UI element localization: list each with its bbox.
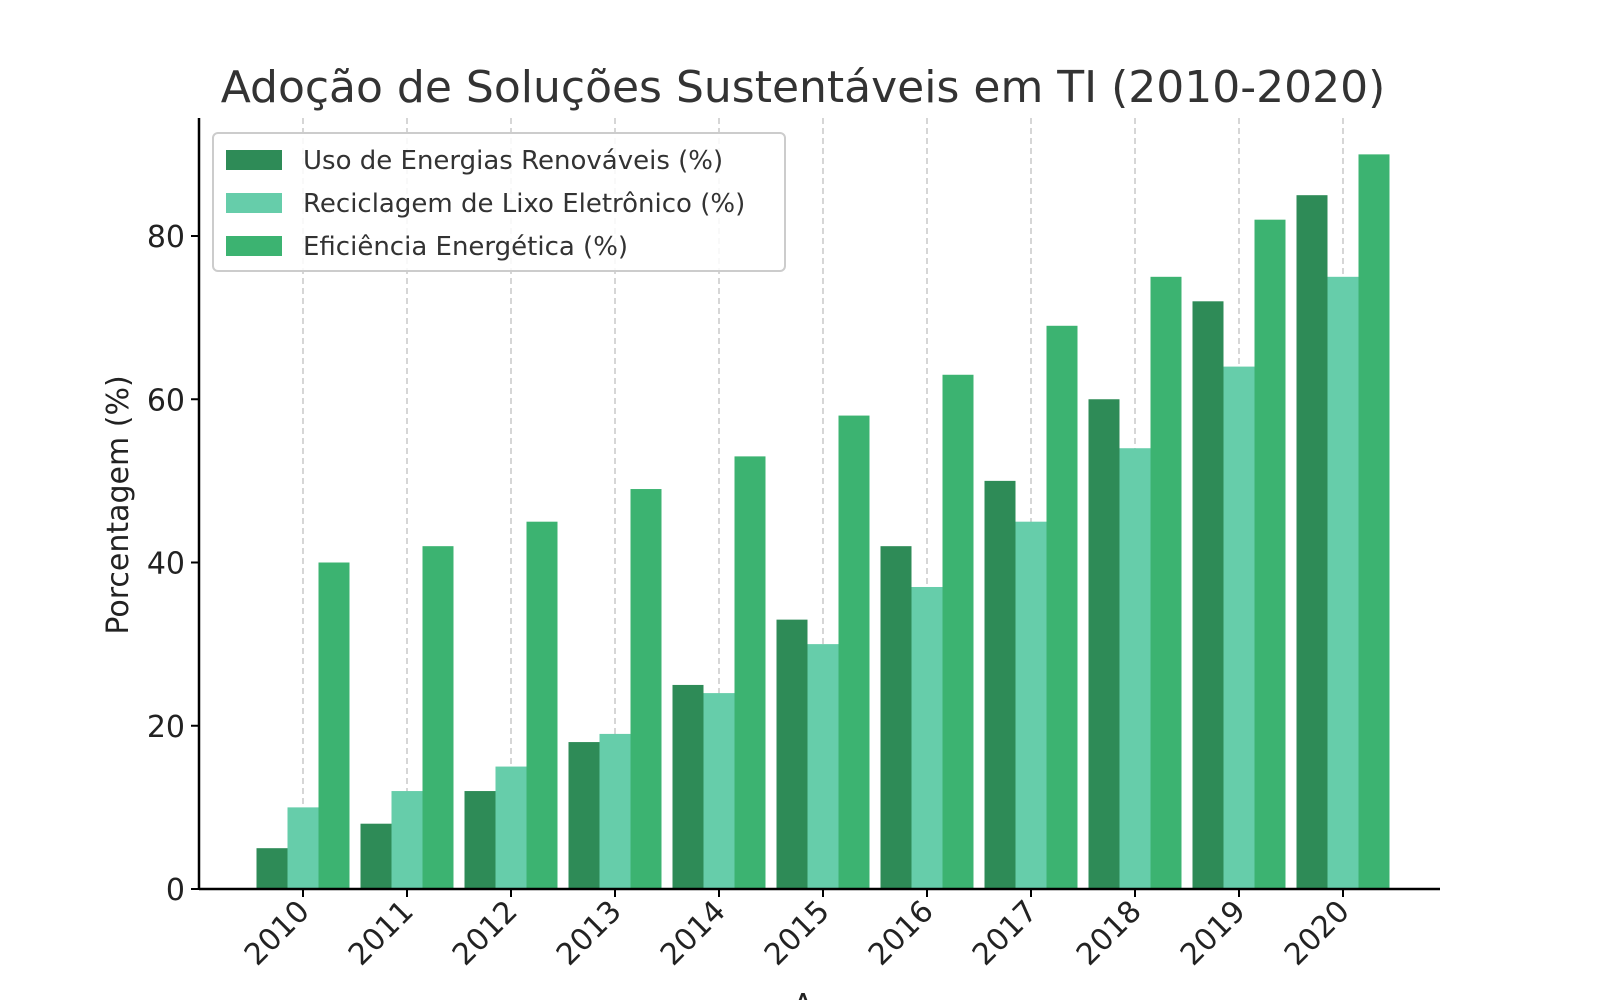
x-tick-label: 2015 (758, 894, 837, 973)
x-tick-label: 2016 (862, 894, 941, 973)
bar-2011-series-2 (391, 791, 423, 889)
bar-2014-series-2 (703, 693, 735, 889)
x-tick-label: 2011 (342, 894, 421, 973)
x-tick-label: 2018 (1070, 894, 1149, 973)
y-tick-label: 80 (147, 220, 185, 255)
legend-label-1: Uso de Energias Renováveis (%) (303, 146, 723, 176)
bar-2014-series-3 (734, 456, 766, 889)
bar-2018-series-3 (1150, 276, 1182, 889)
legend-label-2: Reciclagem de Lixo Eletrônico (%) (303, 189, 745, 219)
bar-2012-series-1 (464, 791, 496, 889)
y-ticks: 0 20 40 60 80 (147, 220, 199, 908)
bar-2011-series-1 (360, 823, 392, 889)
y-tick-label: 40 (147, 547, 185, 582)
bar-2018-series-2 (1119, 448, 1151, 889)
x-axis-label: A (793, 988, 814, 1000)
y-axis-label: Porcentagem (%) (101, 375, 136, 634)
x-ticks: 2010 2011 2012 2013 2014 2015 2016 2017 2018 2019… (238, 889, 1357, 973)
x-tick-label: 2014 (654, 894, 733, 973)
y-tick-label: 60 (147, 383, 185, 418)
legend-swatch-2 (226, 193, 282, 213)
bar-2016-series-1 (880, 546, 912, 889)
legend-label-3: Eficiência Energética (%) (303, 232, 628, 262)
bar-2020-series-2 (1327, 276, 1359, 889)
bar-2015-series-2 (807, 644, 839, 889)
bar-2011-series-3 (422, 546, 454, 889)
bar-2020-series-1 (1296, 195, 1328, 889)
legend: Uso de Energias Renováveis (%) Reciclagem… (212, 132, 786, 272)
x-tick-label: 2010 (238, 894, 317, 973)
bar-2013-series-2 (599, 733, 631, 889)
bar-2019-series-3 (1254, 219, 1286, 890)
bars (256, 154, 1390, 890)
bar-2015-series-1 (776, 619, 808, 889)
x-tick-label: 2020 (1278, 894, 1357, 973)
y-tick-label: 0 (166, 873, 185, 908)
bar-2015-series-3 (838, 415, 870, 889)
bar-2017-series-3 (1046, 325, 1078, 890)
x-tick-label: 2013 (550, 894, 629, 973)
bar-2017-series-1 (984, 480, 1016, 889)
x-tick-label: 2012 (446, 894, 525, 973)
bar-2013-series-3 (630, 489, 662, 889)
bar-2010-series-3 (318, 562, 350, 889)
bar-2019-series-1 (1192, 301, 1224, 889)
legend-box (212, 132, 786, 272)
legend-swatch-3 (226, 236, 282, 256)
y-tick-label: 20 (147, 710, 185, 745)
axes (197, 118, 1440, 891)
bar-2010-series-1 (256, 848, 288, 889)
bar-2020-series-3 (1358, 154, 1390, 889)
legend-swatch-1 (226, 150, 282, 170)
bar-2016-series-2 (911, 586, 943, 889)
bar-2017-series-2 (1015, 521, 1047, 889)
x-tick-label: 2017 (966, 894, 1045, 973)
bar-2019-series-2 (1223, 366, 1255, 890)
chart-title: Adoção de Soluções Sustentáveis em TI (2… (221, 62, 1386, 113)
bar-2014-series-1 (672, 684, 704, 889)
bar-2010-series-2 (287, 807, 319, 889)
bar-2012-series-2 (495, 766, 527, 889)
x-tick-label: 2019 (1174, 894, 1253, 973)
bar-2018-series-1 (1088, 399, 1120, 889)
bar-2013-series-1 (568, 742, 600, 889)
bar-2016-series-3 (942, 374, 974, 889)
bar-2012-series-3 (526, 521, 558, 889)
